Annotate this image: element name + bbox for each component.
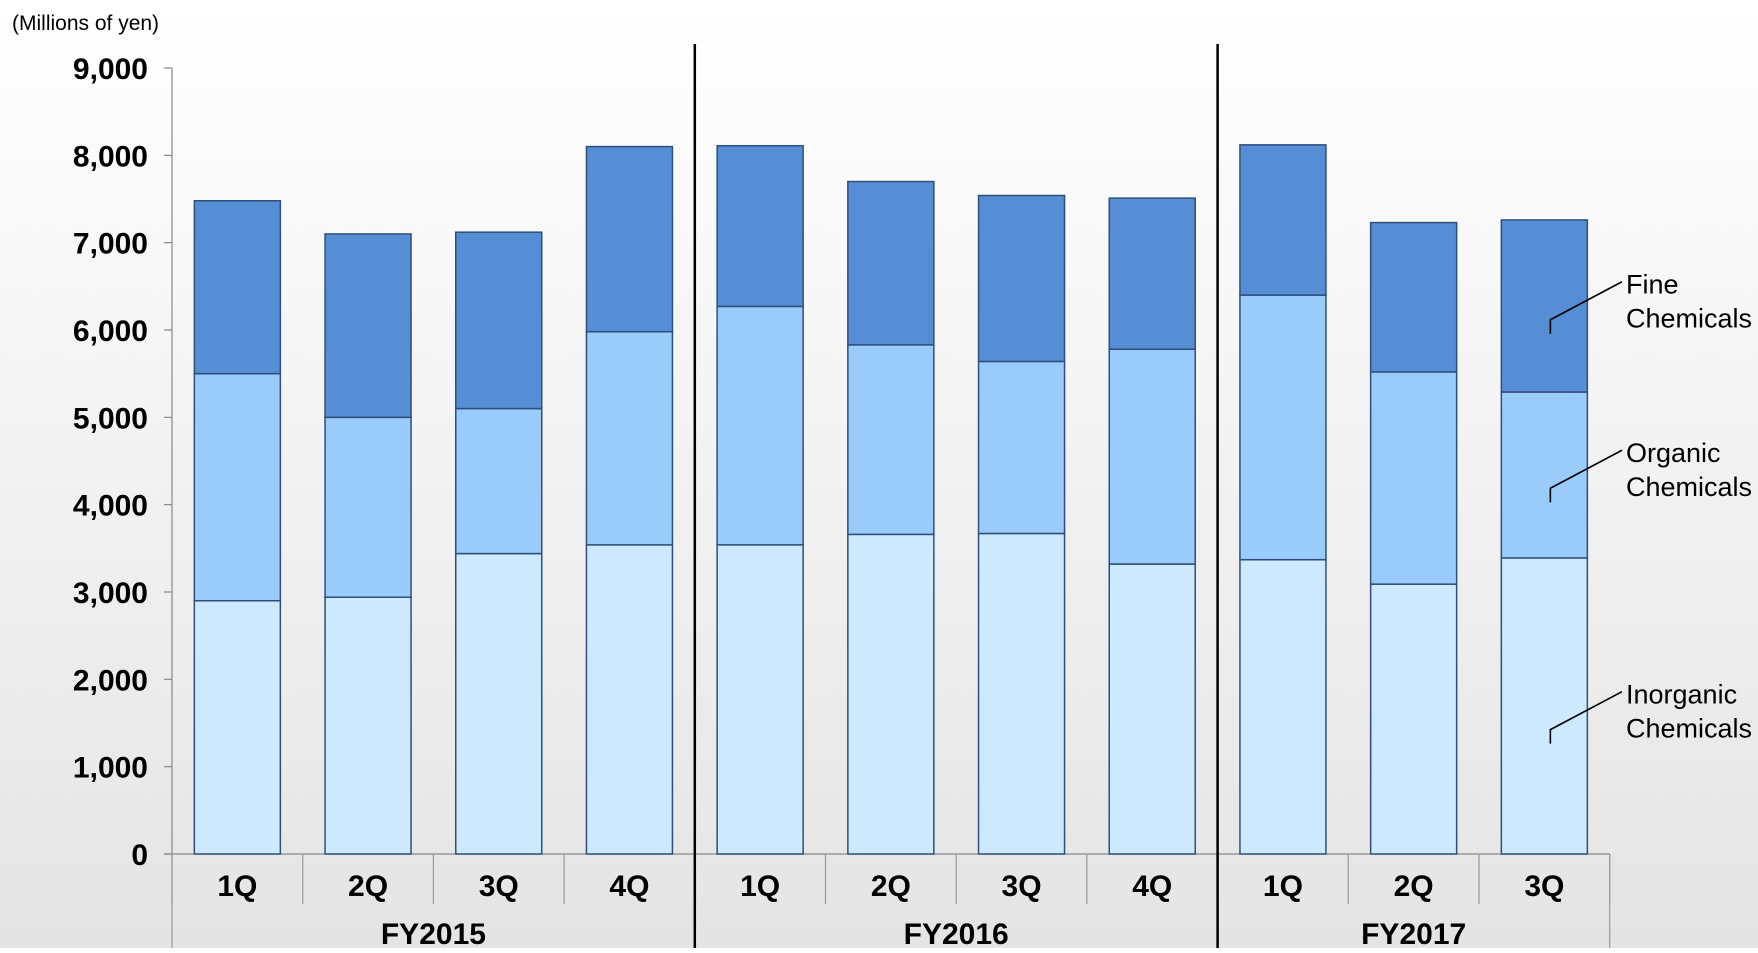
leader-line [1549, 690, 1623, 744]
bar-segment-organic-chemicals [585, 330, 674, 546]
bar-segment-organic-chemicals [324, 416, 412, 598]
x-tick-label: 2Q [348, 870, 388, 903]
bar-segment-fine-chemicals [1239, 144, 1327, 296]
bar-segment-inorganic-chemicals [977, 532, 1066, 855]
bar-segment-fine-chemicals [847, 180, 935, 346]
y-unit-label: (Millions of yen) [12, 12, 159, 35]
bar-segment-fine-chemicals [1108, 197, 1196, 350]
bar-segment-organic-chemicals [1108, 348, 1196, 565]
y-tick-label: 3,000 [73, 577, 148, 610]
x-tick-label: 4Q [1132, 870, 1172, 903]
series-label-text: Fine [1626, 270, 1679, 300]
y-tick-label: 7,000 [73, 228, 148, 261]
bar-segment-fine-chemicals [193, 199, 282, 375]
series-label-text: Inorganic [1626, 680, 1737, 710]
x-tick-label: 3Q [479, 870, 519, 903]
bar-segment-inorganic-chemicals [716, 544, 804, 855]
bar-segment-fine-chemicals [977, 194, 1066, 363]
bar-segment-inorganic-chemicals [324, 596, 412, 855]
bar-segment-inorganic-chemicals [1108, 563, 1196, 855]
x-tick-label: 3Q [1002, 870, 1042, 903]
bars [193, 144, 1589, 855]
y-tick-label: 1,000 [73, 752, 148, 785]
x-tick-label: 1Q [1263, 870, 1303, 903]
bar-segment-organic-chemicals [1500, 391, 1589, 559]
bar-segment-organic-chemicals [1239, 294, 1327, 561]
axes: 0 1,000 2,000 3,000 4,000 5,000 6,000 7,000 8,00… [73, 53, 1610, 872]
bar-segment-organic-chemicals [1369, 371, 1458, 585]
series-labels: Inorganic Chemicals Organic Chemicals Fine Ch… [1549, 270, 1752, 744]
bar-segment-inorganic-chemicals [1369, 583, 1458, 855]
x-tick-label: 4Q [609, 870, 649, 903]
series-label-text: Chemicals [1626, 304, 1752, 334]
bar-segment-fine-chemicals [1500, 219, 1589, 393]
bar-segment-organic-chemicals [977, 360, 1066, 535]
y-tick-label: 8,000 [73, 140, 148, 173]
bar-segment-organic-chemicals [847, 344, 935, 536]
bar-segment-fine-chemicals [585, 145, 674, 333]
bar-segment-fine-chemicals [324, 233, 412, 419]
bar-segment-inorganic-chemicals [847, 533, 935, 855]
bar-segment-fine-chemicals [455, 231, 543, 410]
bar-segment-inorganic-chemicals [1239, 558, 1327, 855]
bar-segment-organic-chemicals [193, 372, 282, 602]
y-tick-label: 9,000 [73, 53, 148, 86]
series-label-text: Chemicals [1626, 714, 1752, 744]
bar-segment-inorganic-chemicals [455, 552, 543, 855]
leader-line [1549, 449, 1623, 503]
series-label-text: Chemicals [1626, 472, 1752, 502]
group-label: FY2016 [904, 918, 1009, 948]
bar-segment-inorganic-chemicals [1500, 557, 1589, 855]
y-tick-label: 4,000 [73, 490, 148, 523]
bar-segment-inorganic-chemicals [193, 599, 282, 855]
x-axis: 1Q 2Q 3Q 4Q 1Q 2Q 3Q 4Q 1Q 2Q 3Q FY2015 FY2016 FY2017 [171, 44, 1611, 951]
x-tick-label: 1Q [217, 870, 257, 903]
x-tick-label: 2Q [871, 870, 911, 903]
group-label: FY2017 [1361, 918, 1466, 948]
y-tick-label: 2,000 [73, 664, 148, 697]
y-tick-label: 5,000 [73, 402, 148, 435]
y-tick-label: 6,000 [73, 315, 148, 348]
y-tick-label: 0 [131, 839, 148, 872]
bar-segment-fine-chemicals [716, 144, 804, 308]
bar-segment-organic-chemicals [716, 305, 804, 546]
group-label: FY2015 [381, 918, 486, 948]
bar-segment-fine-chemicals [1369, 221, 1458, 373]
series-label-text: Organic [1626, 438, 1721, 468]
bar-segment-inorganic-chemicals [585, 544, 674, 855]
bar-segment-organic-chemicals [455, 407, 543, 555]
x-tick-label: 1Q [740, 870, 780, 903]
x-tick-label: 3Q [1524, 870, 1564, 903]
leader-line [1549, 281, 1623, 334]
x-tick-label: 2Q [1394, 870, 1434, 903]
